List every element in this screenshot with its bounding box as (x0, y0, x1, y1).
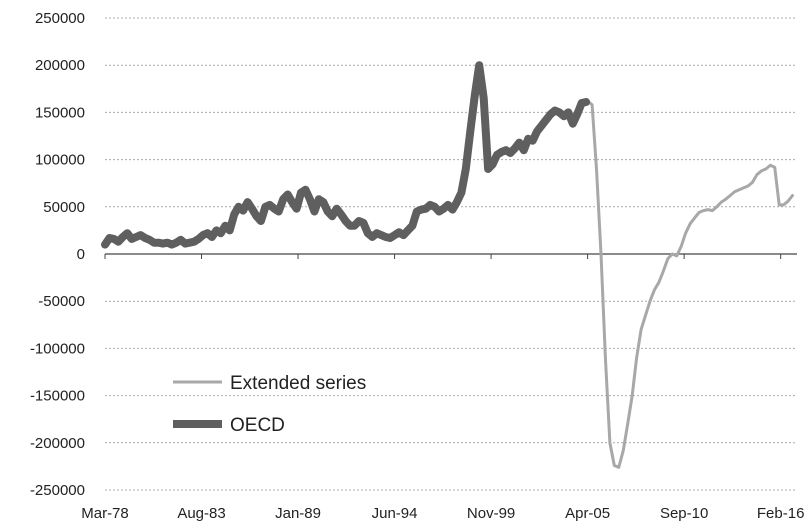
y-axis-tick-labels: 250000 200000 150000 100000 50000 0 -50000 -100… (30, 10, 85, 499)
legend-label-oecd: OECD (230, 415, 285, 436)
y-tick-label: -100000 (30, 340, 85, 357)
y-tick-label: -250000 (30, 482, 85, 499)
y-tick-label: 100000 (35, 152, 85, 169)
y-tick-label: 150000 (35, 104, 85, 121)
x-tick-label: Jan-89 (275, 505, 321, 522)
legend: Extended series OECD (173, 373, 366, 436)
data-series (101, 61, 794, 469)
x-tick-label: Nov-99 (467, 505, 515, 522)
x-tick-label: Feb-16 (757, 505, 805, 522)
legend-label-extended-series: Extended series (230, 373, 366, 394)
gridlines (104, 17, 797, 491)
x-axis-tick-labels: Mar-78 Aug-83 Jan-89 Jun-94 Nov-99 Apr-05 Sep-… (81, 505, 804, 522)
x-tick-label: Mar-78 (81, 505, 129, 522)
x-tick-label: Aug-83 (177, 505, 225, 522)
y-tick-label: 0 (77, 246, 85, 263)
y-tick-label: 250000 (35, 10, 85, 27)
x-tick-label: Sep-10 (660, 505, 708, 522)
y-tick-label: 200000 (35, 57, 85, 74)
y-tick-label: -200000 (30, 435, 85, 452)
y-tick-label: 50000 (43, 199, 85, 216)
x-tick-label: Jun-94 (372, 505, 418, 522)
y-tick-label: -50000 (38, 293, 85, 310)
y-tick-label: -150000 (30, 388, 85, 405)
series-line-extended-series (586, 99, 794, 469)
x-tick-label: Apr-05 (565, 505, 610, 522)
series-line-oecd (101, 61, 591, 249)
